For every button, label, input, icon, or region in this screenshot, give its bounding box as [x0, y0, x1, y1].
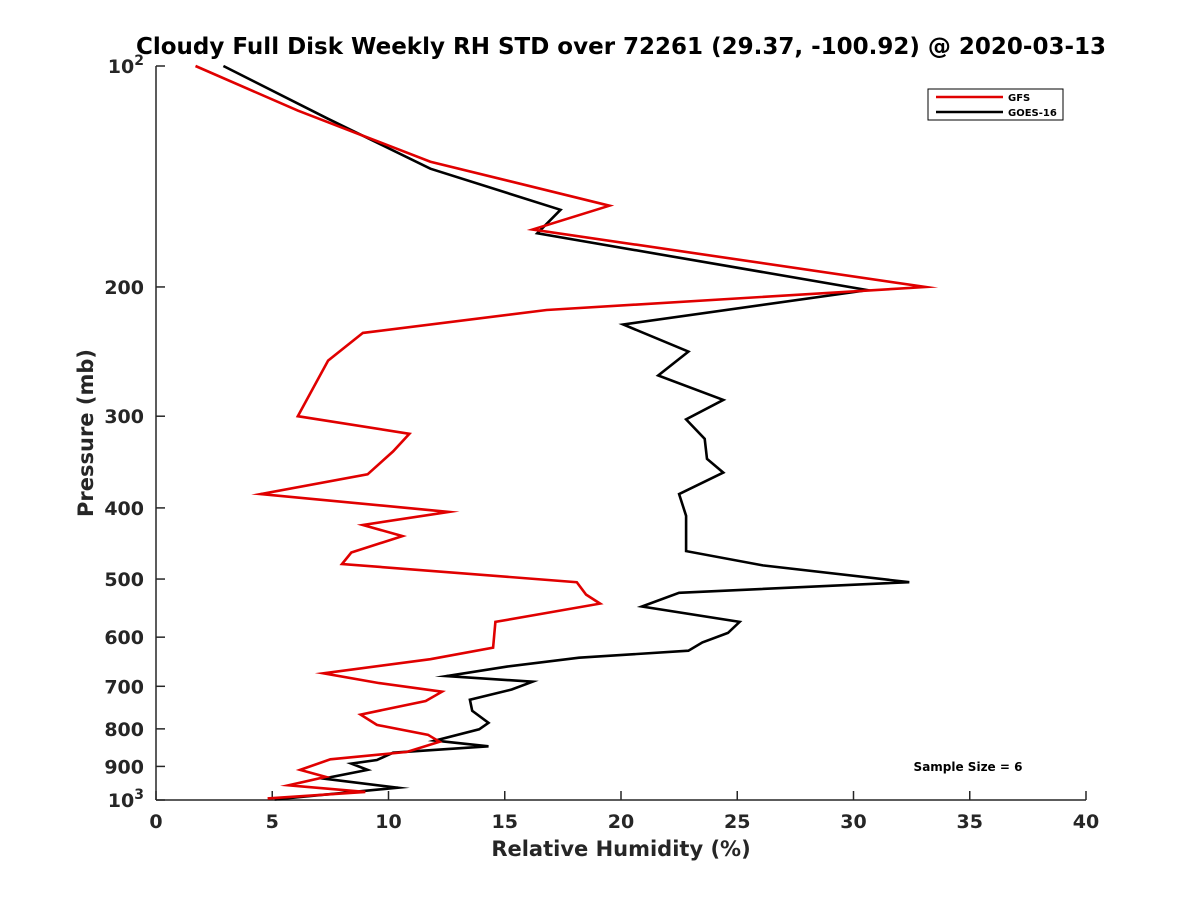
y-tick-label: 500 — [104, 569, 144, 591]
legend: GFS GOES-16 — [927, 88, 1064, 121]
x-axis-ticks: 0 5 10 15 20 25 30 35 40 — [149, 791, 1099, 833]
chart-title: Cloudy Full Disk Weekly RH STD over 7226… — [136, 34, 1106, 60]
legend-label: GOES-16 — [1008, 108, 1057, 119]
x-tick-label: 5 — [266, 811, 279, 833]
y-tick-label: 300 — [104, 406, 144, 428]
y-tick-label: 600 — [104, 627, 144, 649]
series-line-goes-16 — [222, 64, 910, 801]
sample-size-annotation: Sample Size = 6 — [914, 760, 1023, 774]
y-tick-label: 200 — [104, 277, 144, 299]
x-tick-label: 30 — [840, 811, 866, 833]
y-axis-label: Pressure (mb) — [74, 349, 98, 517]
x-tick-label: 20 — [608, 811, 634, 833]
y-tick-label: 103 — [108, 787, 144, 812]
y-tick-base: 10 — [108, 790, 134, 812]
y-tick-label: 102 — [108, 53, 144, 78]
x-tick-label: 40 — [1073, 811, 1099, 833]
series-layer — [194, 64, 939, 801]
y-tick-label: 900 — [104, 756, 144, 778]
y-tick-label: 400 — [104, 498, 144, 520]
y-tick-label: 800 — [104, 719, 144, 741]
series-line-gfs — [194, 64, 939, 800]
x-axis-label: Relative Humidity (%) — [491, 837, 750, 861]
legend-box — [927, 88, 1064, 121]
x-tick-label: 25 — [724, 811, 750, 833]
y-tick-label: 700 — [104, 676, 144, 698]
y-tick-exponent: 2 — [134, 53, 144, 69]
x-tick-label: 0 — [149, 811, 162, 833]
legend-label: GFS — [1008, 93, 1030, 104]
x-tick-label: 35 — [957, 811, 983, 833]
x-tick-label: 15 — [492, 811, 518, 833]
y-tick-exponent: 3 — [134, 787, 144, 803]
y-tick-base: 10 — [108, 56, 134, 78]
x-tick-label: 10 — [375, 811, 401, 833]
